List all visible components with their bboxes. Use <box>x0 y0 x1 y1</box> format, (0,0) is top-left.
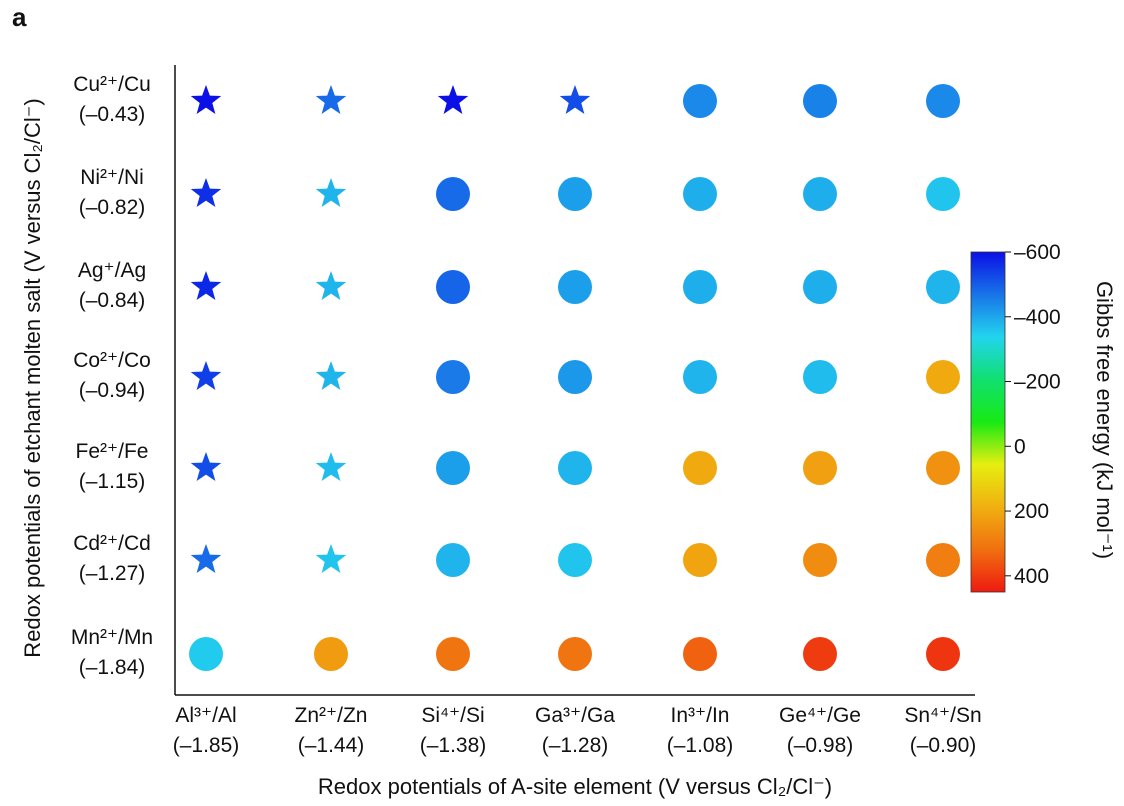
y-tick-potential: (–0.94) <box>79 379 146 402</box>
data-point-circle <box>436 360 470 394</box>
x-tick-label: Sn⁴⁺/Sn <box>904 704 981 727</box>
data-point-circle <box>683 637 717 671</box>
colorbar <box>970 251 1006 593</box>
y-tick-label: Co²⁺/Co <box>73 349 151 372</box>
colorbar-tick-label: –600 <box>1014 241 1061 264</box>
data-point-circle <box>926 451 960 485</box>
data-point-circle <box>926 177 960 211</box>
y-tick-label: Mn²⁺/Mn <box>71 626 153 649</box>
x-tick-potential: (–1.28) <box>542 734 609 757</box>
x-tick-potential: (–0.98) <box>787 734 854 757</box>
data-point-circle <box>926 84 960 118</box>
data-point-star <box>190 361 222 390</box>
x-tick-label: Al³⁺/Al <box>175 704 236 727</box>
data-point-circle <box>683 360 717 394</box>
x-tick-potential: (–1.38) <box>420 734 487 757</box>
data-point-star <box>190 85 222 114</box>
colorbar-label: Gibbs free energy (kJ mol⁻¹) <box>1092 281 1117 559</box>
data-point-circle <box>436 270 470 304</box>
data-point-circle <box>683 177 717 211</box>
data-point-circle <box>436 177 470 211</box>
x-tick-label: In³⁺/In <box>671 704 730 727</box>
data-point-circle <box>683 543 717 577</box>
data-point-circle <box>558 360 592 394</box>
data-point-circle <box>683 270 717 304</box>
data-point-circle <box>926 543 960 577</box>
data-point-star <box>315 178 347 207</box>
colorbar-tick-label: –200 <box>1014 371 1061 394</box>
data-point-star <box>559 85 591 114</box>
data-point-circle <box>436 451 470 485</box>
data-point-circle <box>803 637 837 671</box>
y-tick-potential: (–0.82) <box>79 196 146 219</box>
data-point-star <box>437 85 469 114</box>
y-tick-label: Cd²⁺/Cd <box>73 532 151 555</box>
data-point-circle <box>683 84 717 118</box>
data-point-star <box>315 452 347 481</box>
y-tick-potential: (–1.27) <box>79 562 146 585</box>
y-axis-title: Redox potentials of etchant molten salt … <box>20 98 45 657</box>
data-point-circle <box>803 360 837 394</box>
data-point-circle <box>558 177 592 211</box>
data-point-circle <box>558 637 592 671</box>
data-point-circle <box>926 270 960 304</box>
data-point-star <box>315 361 347 390</box>
data-point-circle <box>803 84 837 118</box>
x-tick-label: Ga³⁺/Ga <box>535 704 615 727</box>
y-tick-label: Ag⁺/Ag <box>78 259 146 282</box>
colorbar-tick-label: 400 <box>1014 565 1049 588</box>
data-point-circle <box>189 637 223 671</box>
x-tick-potential: (–1.85) <box>173 734 240 757</box>
y-tick-potential: (–0.43) <box>79 103 146 126</box>
x-axis-title: Redox potentials of A-site element (V ve… <box>318 774 832 799</box>
colorbar-tick-label: 0 <box>1014 435 1026 458</box>
data-point-circle <box>803 451 837 485</box>
data-point-circle <box>683 451 717 485</box>
data-point-circle <box>558 270 592 304</box>
data-point-circle <box>558 451 592 485</box>
data-point-star <box>315 544 347 573</box>
data-point-star <box>190 452 222 481</box>
data-point-circle <box>803 270 837 304</box>
x-tick-potential: (–1.08) <box>667 734 734 757</box>
data-point-star <box>190 544 222 573</box>
y-tick-potential: (–1.15) <box>79 470 146 493</box>
data-point-circle <box>436 543 470 577</box>
colorbar-tick-label: 200 <box>1014 500 1049 523</box>
data-point-circle <box>926 360 960 394</box>
data-point-circle <box>803 177 837 211</box>
y-tick-label: Fe²⁺/Fe <box>76 440 149 463</box>
y-tick-label: Ni²⁺/Ni <box>80 166 144 189</box>
data-point-star <box>190 178 222 207</box>
x-tick-potential: (–1.44) <box>298 734 365 757</box>
data-point-star <box>315 85 347 114</box>
x-tick-label: Ge⁴⁺/Ge <box>779 704 861 727</box>
data-point-circle <box>926 637 960 671</box>
y-tick-label: Cu²⁺/Cu <box>73 73 151 96</box>
data-point-circle <box>803 543 837 577</box>
data-point-star <box>315 271 347 300</box>
data-point-circle <box>314 637 348 671</box>
y-tick-potential: (–0.84) <box>79 289 146 312</box>
colorbar-tick-label: –400 <box>1014 306 1061 329</box>
panel-label: a <box>12 2 27 32</box>
x-tick-label: Si⁴⁺/Si <box>421 704 484 727</box>
data-point-star <box>190 271 222 300</box>
x-tick-potential: (–0.90) <box>910 734 977 757</box>
data-point-circle <box>558 543 592 577</box>
data-point-circle <box>436 637 470 671</box>
y-tick-potential: (–1.84) <box>79 656 146 679</box>
x-tick-label: Zn²⁺/Zn <box>295 704 368 727</box>
